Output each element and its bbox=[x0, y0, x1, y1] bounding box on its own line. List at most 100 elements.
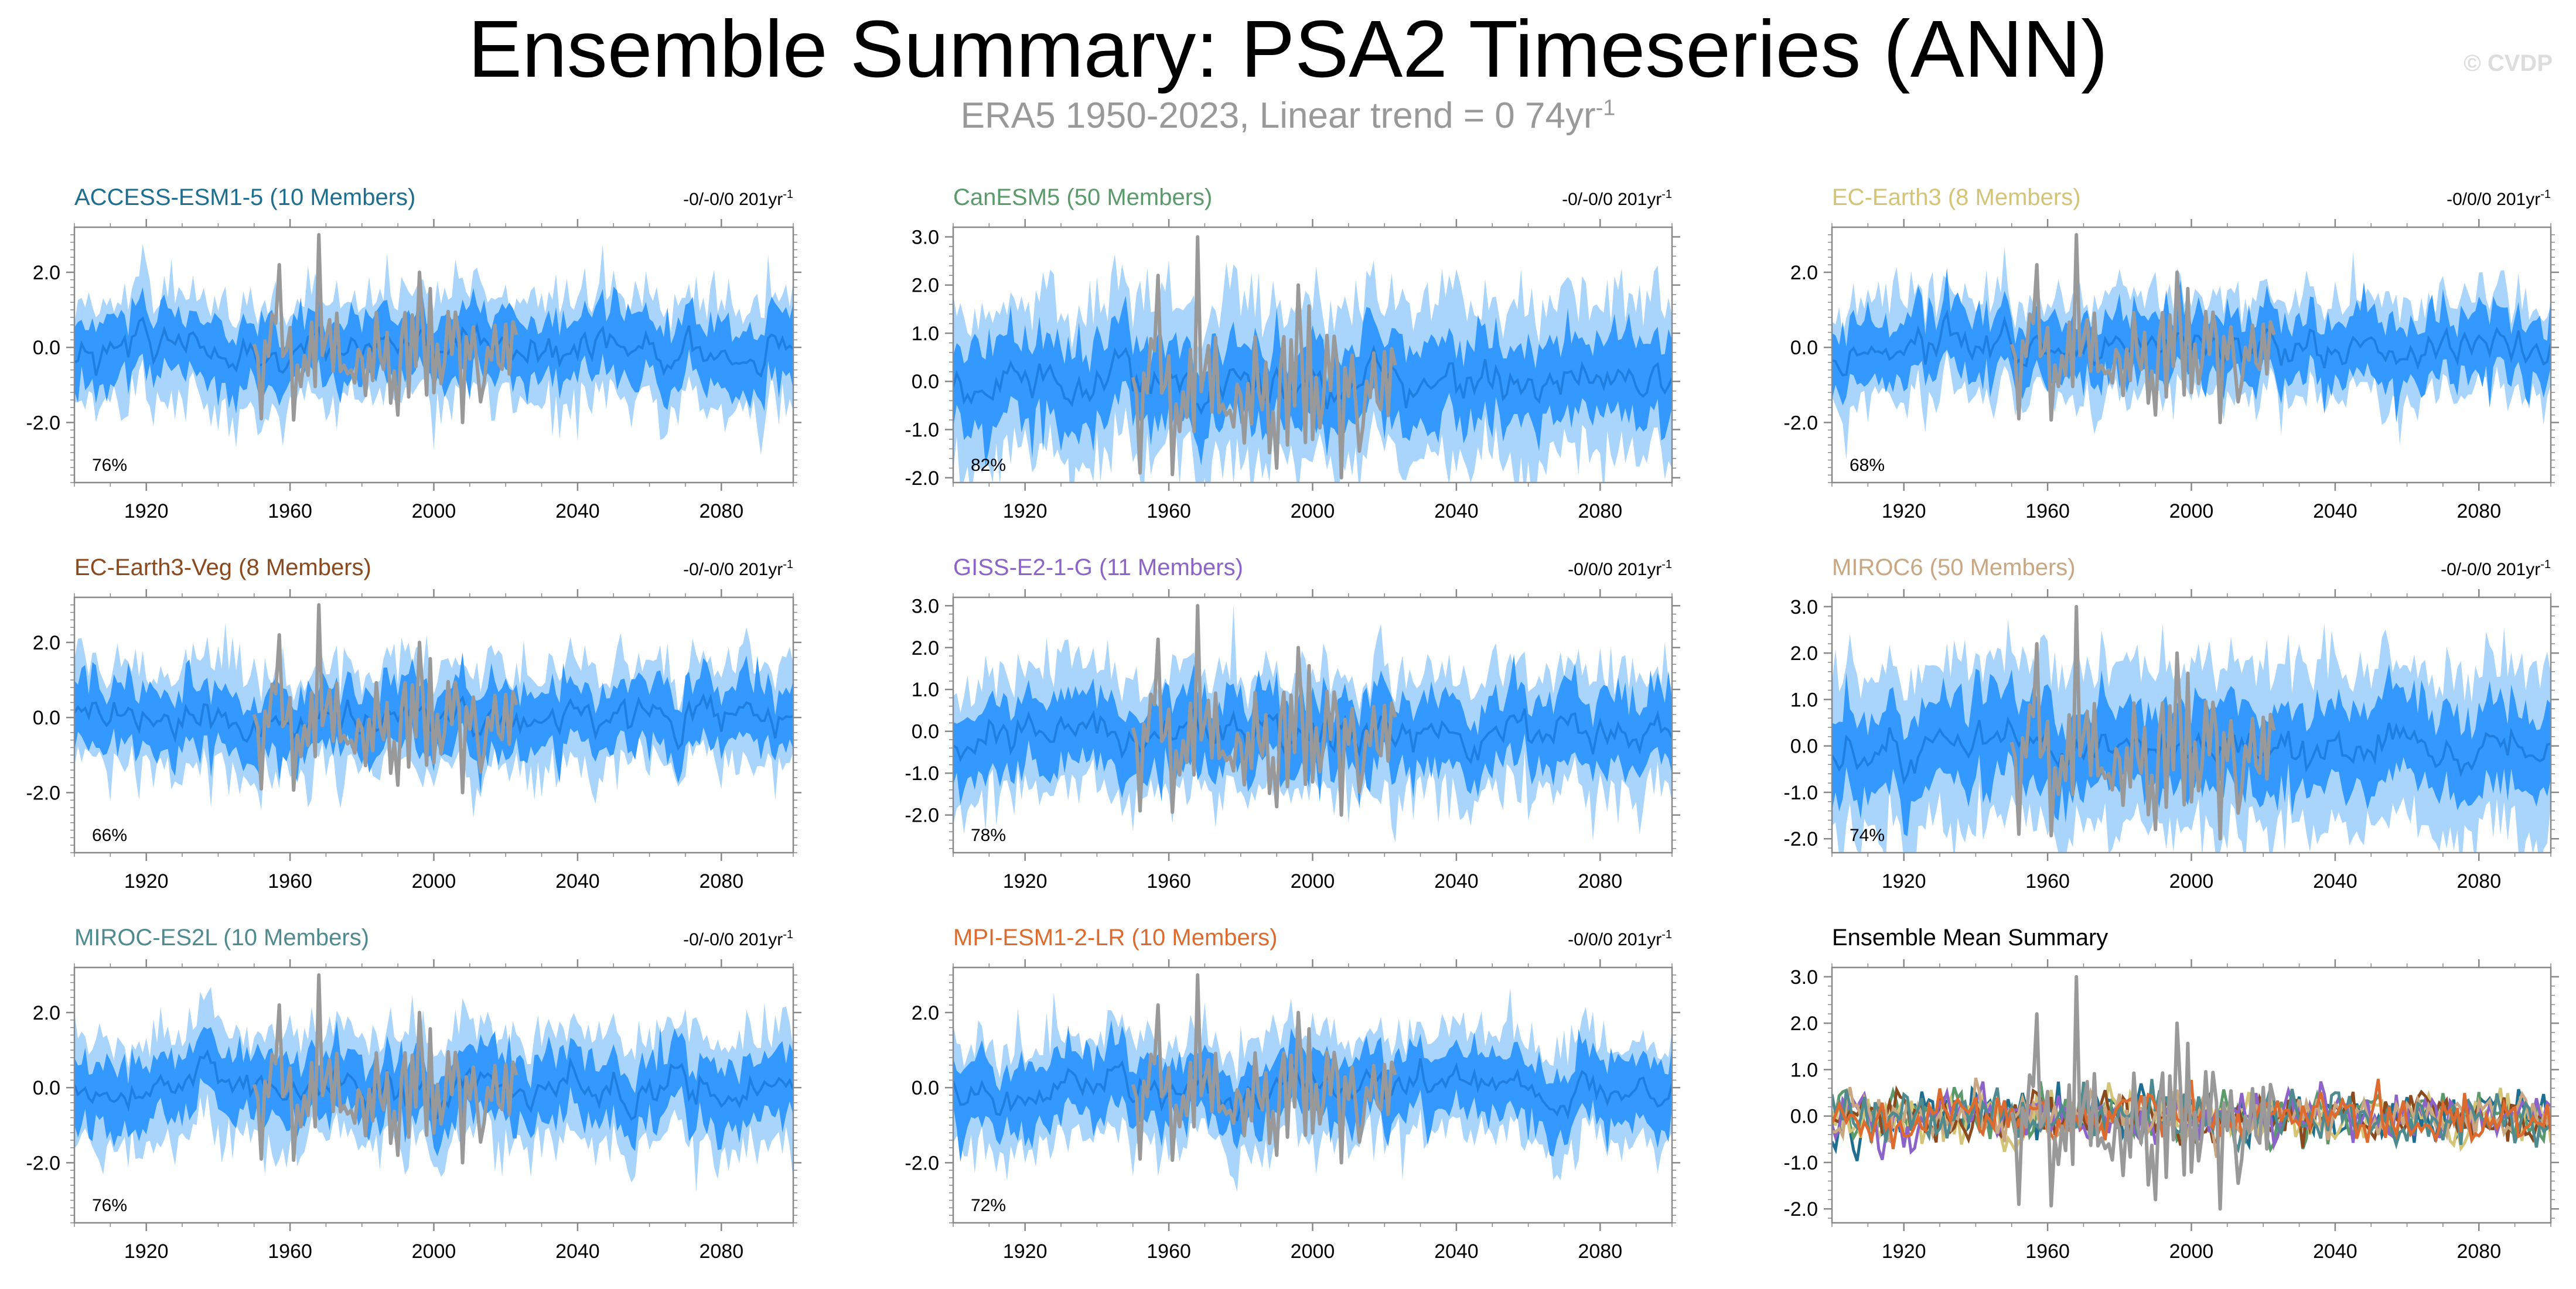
observed-era5-line bbox=[1131, 604, 1397, 817]
x-tick-label: 2040 bbox=[2313, 1240, 2357, 1263]
y-tick-label: 2.0 bbox=[1790, 262, 1818, 284]
panel-trend-label: -0/-0/0 201yr-1 bbox=[683, 928, 793, 949]
x-tick-label: 1960 bbox=[1147, 1240, 1191, 1263]
y-tick-label: 3.0 bbox=[912, 226, 939, 248]
x-tick-label: 2080 bbox=[1578, 870, 1622, 893]
chart-panel: MIROC6 (50 Members) -0/-0/0 201yr-1 -2.0 -1… bbox=[1783, 555, 2559, 893]
y-tick-label: -1.0 bbox=[905, 419, 939, 442]
x-tick-label: 2080 bbox=[699, 1240, 743, 1263]
y-tick-label: 0.0 bbox=[1790, 1106, 1818, 1128]
x-tick-label: 1920 bbox=[124, 500, 169, 522]
panel-percentage: 76% bbox=[92, 1196, 127, 1215]
x-tick-label: 1920 bbox=[124, 1240, 169, 1263]
y-tick-label: -1.0 bbox=[1783, 782, 1818, 804]
y-tick-label: 0.0 bbox=[1790, 736, 1818, 758]
chart-panel: CanESM5 (50 Members) -0/-0/0 201yr-1 -2.0 -… bbox=[905, 184, 1680, 522]
y-tick-label: 0.0 bbox=[33, 707, 60, 729]
y-tick-label: 0.0 bbox=[912, 721, 939, 743]
panel-title: MIROC6 (50 Members) bbox=[1832, 555, 2076, 580]
y-tick-label: -1.0 bbox=[1783, 1152, 1818, 1174]
x-tick-label: 2080 bbox=[2456, 1240, 2501, 1263]
panel-title: ACCESS-ESM1-5 (10 Members) bbox=[74, 184, 415, 210]
ensemble-mean-line bbox=[953, 1058, 1672, 1122]
figure-title: Ensemble Summary: PSA2 Timeseries (ANN) bbox=[468, 4, 2108, 94]
x-tick-label: 2040 bbox=[555, 1240, 600, 1263]
y-tick-label: 2.0 bbox=[1790, 642, 1818, 665]
x-tick-label: 2040 bbox=[2313, 500, 2357, 522]
x-tick-label: 1960 bbox=[2025, 870, 2070, 893]
y-tick-label: 0.0 bbox=[1790, 337, 1818, 359]
x-tick-label: 2080 bbox=[1578, 1240, 1622, 1263]
chart-panel: EC-Earth3 (8 Members) -0/0/0 201yr-1 -2.0 0… bbox=[1783, 184, 2559, 522]
y-tick-label: 0.0 bbox=[33, 337, 60, 359]
x-tick-label: 2000 bbox=[412, 870, 456, 893]
y-tick-label: 3.0 bbox=[1790, 966, 1818, 989]
x-tick-label: 1960 bbox=[2025, 1240, 2070, 1263]
y-tick-label: 0.0 bbox=[33, 1077, 60, 1099]
panel-title: CanESM5 (50 Members) bbox=[953, 184, 1212, 210]
y-tick-label: 1.0 bbox=[912, 679, 939, 701]
chart-panel: EC-Earth3-Veg (8 Members) -0/-0/0 201yr-1… bbox=[26, 555, 801, 893]
y-tick-label: 2.0 bbox=[912, 637, 939, 659]
observed-era5-line bbox=[1131, 235, 1397, 480]
x-tick-label: 2040 bbox=[1434, 500, 1479, 522]
x-tick-label: 2000 bbox=[2169, 500, 2214, 522]
observed-era5-line bbox=[252, 603, 518, 795]
x-tick-label: 1920 bbox=[1003, 1240, 1048, 1263]
panel-title: EC-Earth3 (8 Members) bbox=[1832, 184, 2081, 210]
x-tick-label: 1920 bbox=[1882, 870, 1926, 893]
y-tick-label: -2.0 bbox=[905, 467, 939, 490]
plot-area bbox=[1832, 975, 2551, 1211]
x-tick-label: 2080 bbox=[2456, 870, 2501, 893]
x-tick-label: 1960 bbox=[268, 500, 312, 522]
plot-area bbox=[74, 603, 793, 818]
chart-panel: MIROC-ES2L (10 Members) -0/-0/0 201yr-1 -2… bbox=[26, 925, 801, 1263]
panel-title: Ensemble Mean Summary bbox=[1832, 925, 2108, 950]
cvdp-watermark: © CVDP bbox=[2464, 50, 2553, 76]
plot-area bbox=[1832, 233, 2551, 460]
y-tick-label: 3.0 bbox=[912, 595, 939, 617]
y-tick-label: 1.0 bbox=[1790, 689, 1818, 711]
panel-title: MPI-ESM1-2-LR (10 Members) bbox=[953, 925, 1277, 950]
observed-era5-line bbox=[1131, 973, 1397, 1165]
y-tick-label: 0.0 bbox=[912, 1077, 939, 1099]
subtitle-text: ERA5 1950-2023, Linear trend = 0 74yr bbox=[960, 95, 1596, 136]
observed-era5-line bbox=[252, 233, 518, 425]
panel-trend-label: -0/-0/0 201yr-1 bbox=[683, 188, 793, 209]
panel-percentage: 76% bbox=[92, 456, 127, 475]
ensemble-mean-line bbox=[953, 705, 1672, 765]
observed-era5-line bbox=[252, 973, 518, 1165]
panel-title: GISS-E2-1-G (11 Members) bbox=[953, 555, 1243, 580]
y-tick-label: 2.0 bbox=[33, 632, 60, 654]
x-tick-label: 1960 bbox=[268, 1240, 312, 1263]
plot-area bbox=[1832, 604, 2551, 853]
panel-percentage: 74% bbox=[1850, 826, 1885, 845]
y-tick-label: -2.0 bbox=[1783, 828, 1818, 850]
x-tick-label: 2040 bbox=[555, 500, 600, 522]
plot-area bbox=[953, 235, 1672, 483]
x-tick-label: 1920 bbox=[1003, 500, 1048, 522]
y-tick-label: 1.0 bbox=[912, 323, 939, 345]
observed-era5-line bbox=[2009, 233, 2276, 425]
subtitle-unit-exponent: -1 bbox=[1595, 95, 1616, 121]
x-tick-label: 2000 bbox=[2169, 1240, 2214, 1263]
chart-panel: MPI-ESM1-2-LR (10 Members) -0/0/0 201yr-1… bbox=[905, 925, 1680, 1263]
x-tick-label: 1920 bbox=[1882, 1240, 1926, 1263]
x-tick-label: 2000 bbox=[1291, 500, 1335, 522]
panel-trend-label: -0/-0/0 201yr-1 bbox=[2441, 558, 2551, 579]
x-tick-label: 2000 bbox=[2169, 870, 2214, 893]
x-tick-label: 1960 bbox=[268, 870, 312, 893]
panel-trend-label: -0/-0/0 201yr-1 bbox=[683, 558, 793, 579]
y-tick-label: 1.0 bbox=[1790, 1059, 1818, 1081]
x-tick-label: 2040 bbox=[1434, 1240, 1479, 1263]
y-tick-label: -2.0 bbox=[1783, 412, 1818, 434]
x-tick-label: 1960 bbox=[2025, 500, 2070, 522]
y-tick-label: 3.0 bbox=[1790, 596, 1818, 618]
x-tick-label: 2000 bbox=[412, 1240, 456, 1263]
plot-area bbox=[74, 973, 793, 1192]
x-tick-label: 2040 bbox=[555, 870, 600, 893]
figure-subtitle: ERA5 1950-2023, Linear trend = 0 74yr-1 bbox=[0, 93, 2576, 139]
x-tick-label: 2000 bbox=[1291, 870, 1335, 893]
panel-trend-label: -0/0/0 201yr-1 bbox=[2447, 188, 2551, 209]
